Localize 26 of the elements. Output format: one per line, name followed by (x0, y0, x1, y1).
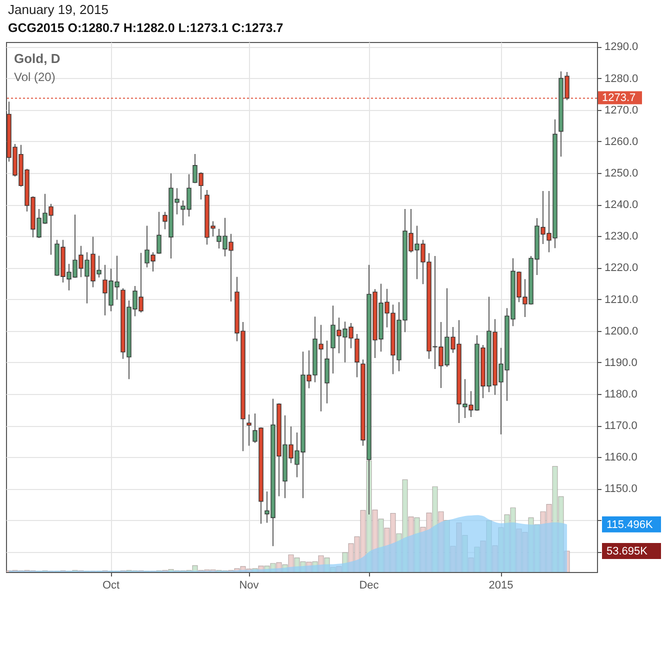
x-tick-label: Dec (359, 580, 380, 592)
annotation: Gold, D (14, 51, 60, 66)
y2-tick-label: 53.695K (606, 546, 648, 558)
ref-line-label: 1273.7 (602, 92, 636, 104)
y-tick-label: 1270.0 (604, 104, 638, 116)
x-tick-label: Oct (102, 580, 120, 592)
y-tick-label: 1250.0 (604, 168, 638, 180)
y-tick-label: 1220.0 (604, 262, 638, 274)
y-tick-label: 1170.0 (604, 420, 638, 432)
x-tick-label: 2015 (488, 580, 514, 592)
y-tick-label: 1190.0 (604, 356, 638, 369)
y-tick-label: 1230.0 (604, 230, 638, 243)
y-tick-label: 1260.0 (604, 136, 638, 148)
x-tick-label: Nov (239, 580, 260, 592)
y-tick-label: 1200.0 (604, 325, 638, 338)
y-tick-label: 1210.0 (604, 294, 638, 306)
chart-title: January 19, 2015 (8, 2, 108, 18)
y-tick-label: 1160.0 (604, 452, 638, 464)
y-tick-label: 1150.0 (604, 483, 638, 496)
y-tick-label: 1240.0 (604, 199, 638, 212)
annotation: Vol (20) (14, 70, 56, 84)
y2-tick-label: 115.496K (606, 518, 654, 531)
chart-subtitle: GCG2015 O:1280.7 H:1282.0 L:1273.1 C:1273.7 (8, 21, 284, 36)
y-tick-label: 1290.0 (604, 41, 638, 54)
y-tick-label: 1180.0 (604, 388, 638, 400)
y-tick-label: 1280.0 (604, 72, 638, 85)
